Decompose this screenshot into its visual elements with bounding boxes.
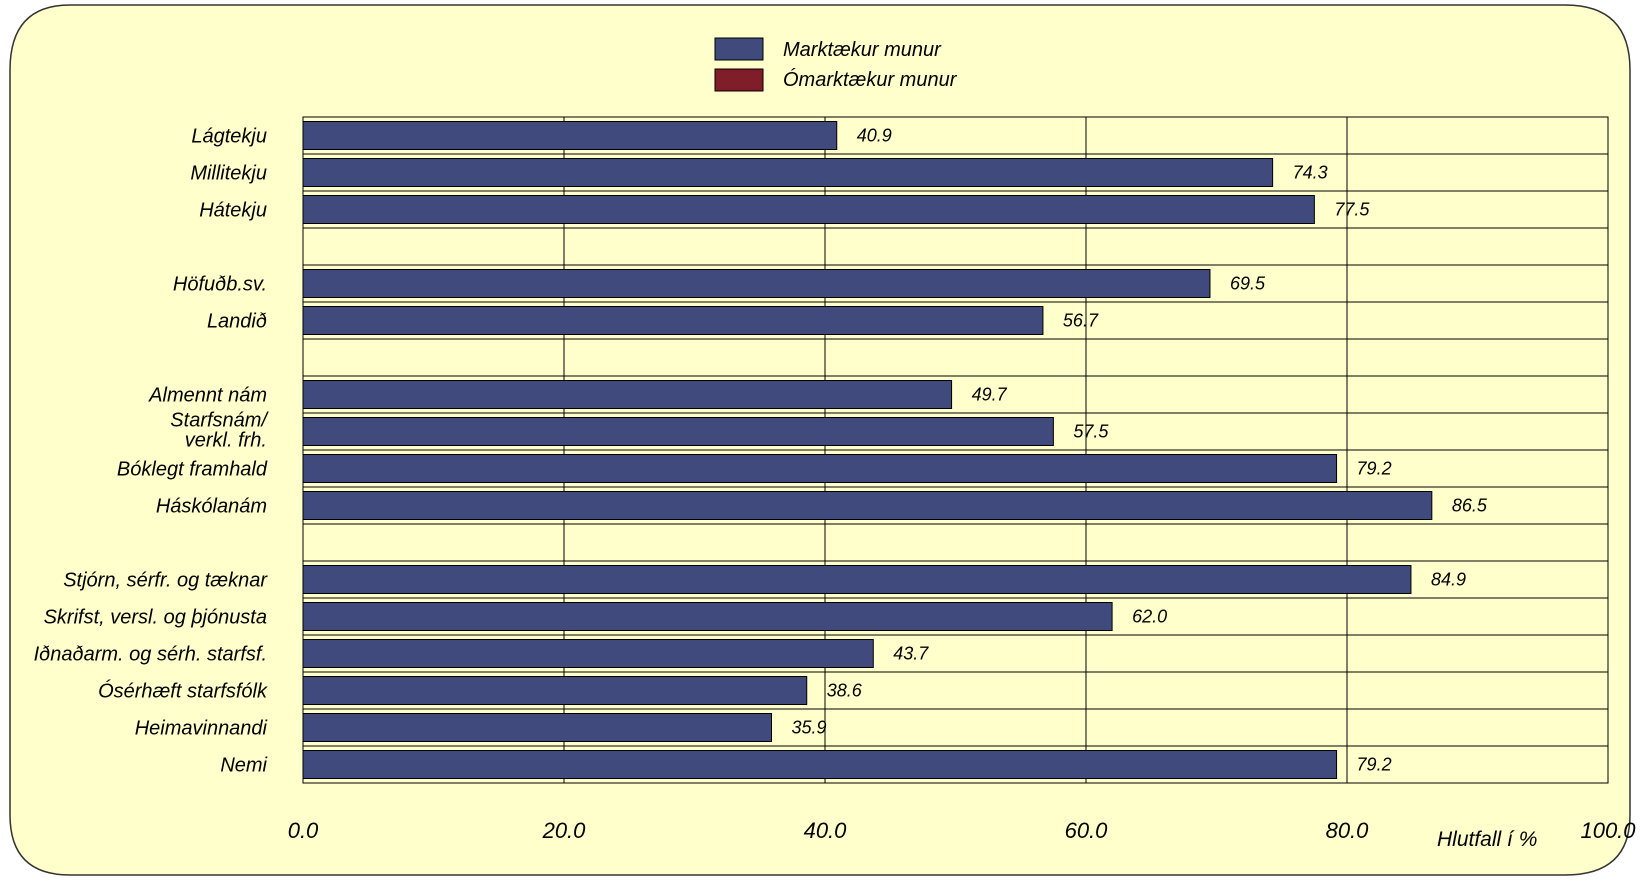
category-label: Hátekju bbox=[199, 200, 267, 222]
category-label: Heimavinnandi bbox=[135, 718, 268, 740]
category-label: Millitekju bbox=[190, 163, 267, 185]
category-label: Nemi bbox=[220, 755, 267, 777]
value-label: 77.5 bbox=[1334, 200, 1370, 220]
x-axis-title: Hlutfall í % bbox=[1437, 828, 1537, 851]
category-label: Lágtekju bbox=[191, 126, 267, 148]
category-label: Bóklegt framhald bbox=[117, 459, 268, 481]
value-label: 79.2 bbox=[1357, 755, 1392, 775]
x-tick-label: 0.0 bbox=[288, 818, 319, 843]
value-label: 38.6 bbox=[827, 681, 863, 701]
bars bbox=[302, 121, 1433, 779]
value-label: 40.9 bbox=[857, 126, 892, 146]
bar bbox=[302, 380, 953, 409]
x-tick-label: 20.0 bbox=[542, 818, 587, 843]
value-label: 62.0 bbox=[1132, 607, 1167, 627]
value-label: 74.3 bbox=[1293, 163, 1328, 183]
bar bbox=[302, 602, 1113, 631]
bar bbox=[302, 713, 772, 742]
value-label: 84.9 bbox=[1431, 570, 1466, 590]
gridlines bbox=[303, 117, 1608, 783]
category-label: Ósérhæft starfsfólk bbox=[98, 680, 268, 703]
legend-label-non-significant: Ómarktækur munur bbox=[783, 68, 958, 91]
bar bbox=[302, 491, 1433, 520]
value-label: 69.5 bbox=[1230, 274, 1266, 294]
category-label: Landið bbox=[207, 311, 267, 333]
x-tick-label: 40.0 bbox=[804, 818, 848, 843]
legend: Marktækur munur Ómarktækur munur bbox=[714, 37, 958, 92]
value-label: 43.7 bbox=[893, 644, 929, 664]
bar bbox=[302, 306, 1044, 335]
bar bbox=[302, 121, 838, 150]
bar bbox=[302, 417, 1054, 446]
legend-swatch-non-significant bbox=[714, 68, 764, 92]
value-labels: 40.9 74.3 77.5 69.5 56.7 49.7 57.5 79.2 86.5 84.9… bbox=[791, 126, 1487, 775]
bar bbox=[302, 158, 1274, 187]
bar bbox=[302, 639, 874, 668]
category-label: Háskólanám bbox=[156, 496, 267, 518]
category-label: Almennt nám bbox=[148, 385, 267, 407]
category-label: Stjórn, sérfr. og tæknar bbox=[63, 570, 268, 592]
category-label: Iðnaðarm. og sérh. starfsf. bbox=[34, 644, 267, 666]
x-tick-label: 100.0 bbox=[1580, 818, 1636, 843]
category-label: Skrifst, versl. og þjónusta bbox=[44, 607, 267, 629]
value-label: 56.7 bbox=[1063, 311, 1099, 331]
value-label: 86.5 bbox=[1452, 496, 1488, 516]
category-labels: Lágtekju Millitekju Hátekju Höfuðb.sv. Landi… bbox=[34, 126, 270, 777]
bar bbox=[302, 454, 1338, 483]
value-label: 57.5 bbox=[1073, 422, 1109, 442]
bar bbox=[302, 269, 1211, 298]
value-label: 35.9 bbox=[791, 718, 826, 738]
x-axis-ticks: 0.0 20.0 40.0 60.0 80.0 100.0 bbox=[288, 818, 1637, 843]
legend-swatch-significant bbox=[714, 37, 764, 61]
category-label: Höfuðb.sv. bbox=[173, 274, 267, 296]
value-label: 79.2 bbox=[1357, 459, 1392, 479]
bar bbox=[302, 565, 1412, 594]
value-label: 49.7 bbox=[972, 385, 1008, 405]
category-label: Starfsnám/verkl. frh. bbox=[170, 410, 269, 452]
legend-label-significant: Marktækur munur bbox=[783, 39, 942, 61]
bar bbox=[302, 195, 1315, 224]
x-tick-label: 80.0 bbox=[1326, 818, 1370, 843]
bar bbox=[302, 750, 1338, 779]
bar bbox=[302, 676, 808, 705]
x-tick-label: 60.0 bbox=[1065, 818, 1109, 843]
